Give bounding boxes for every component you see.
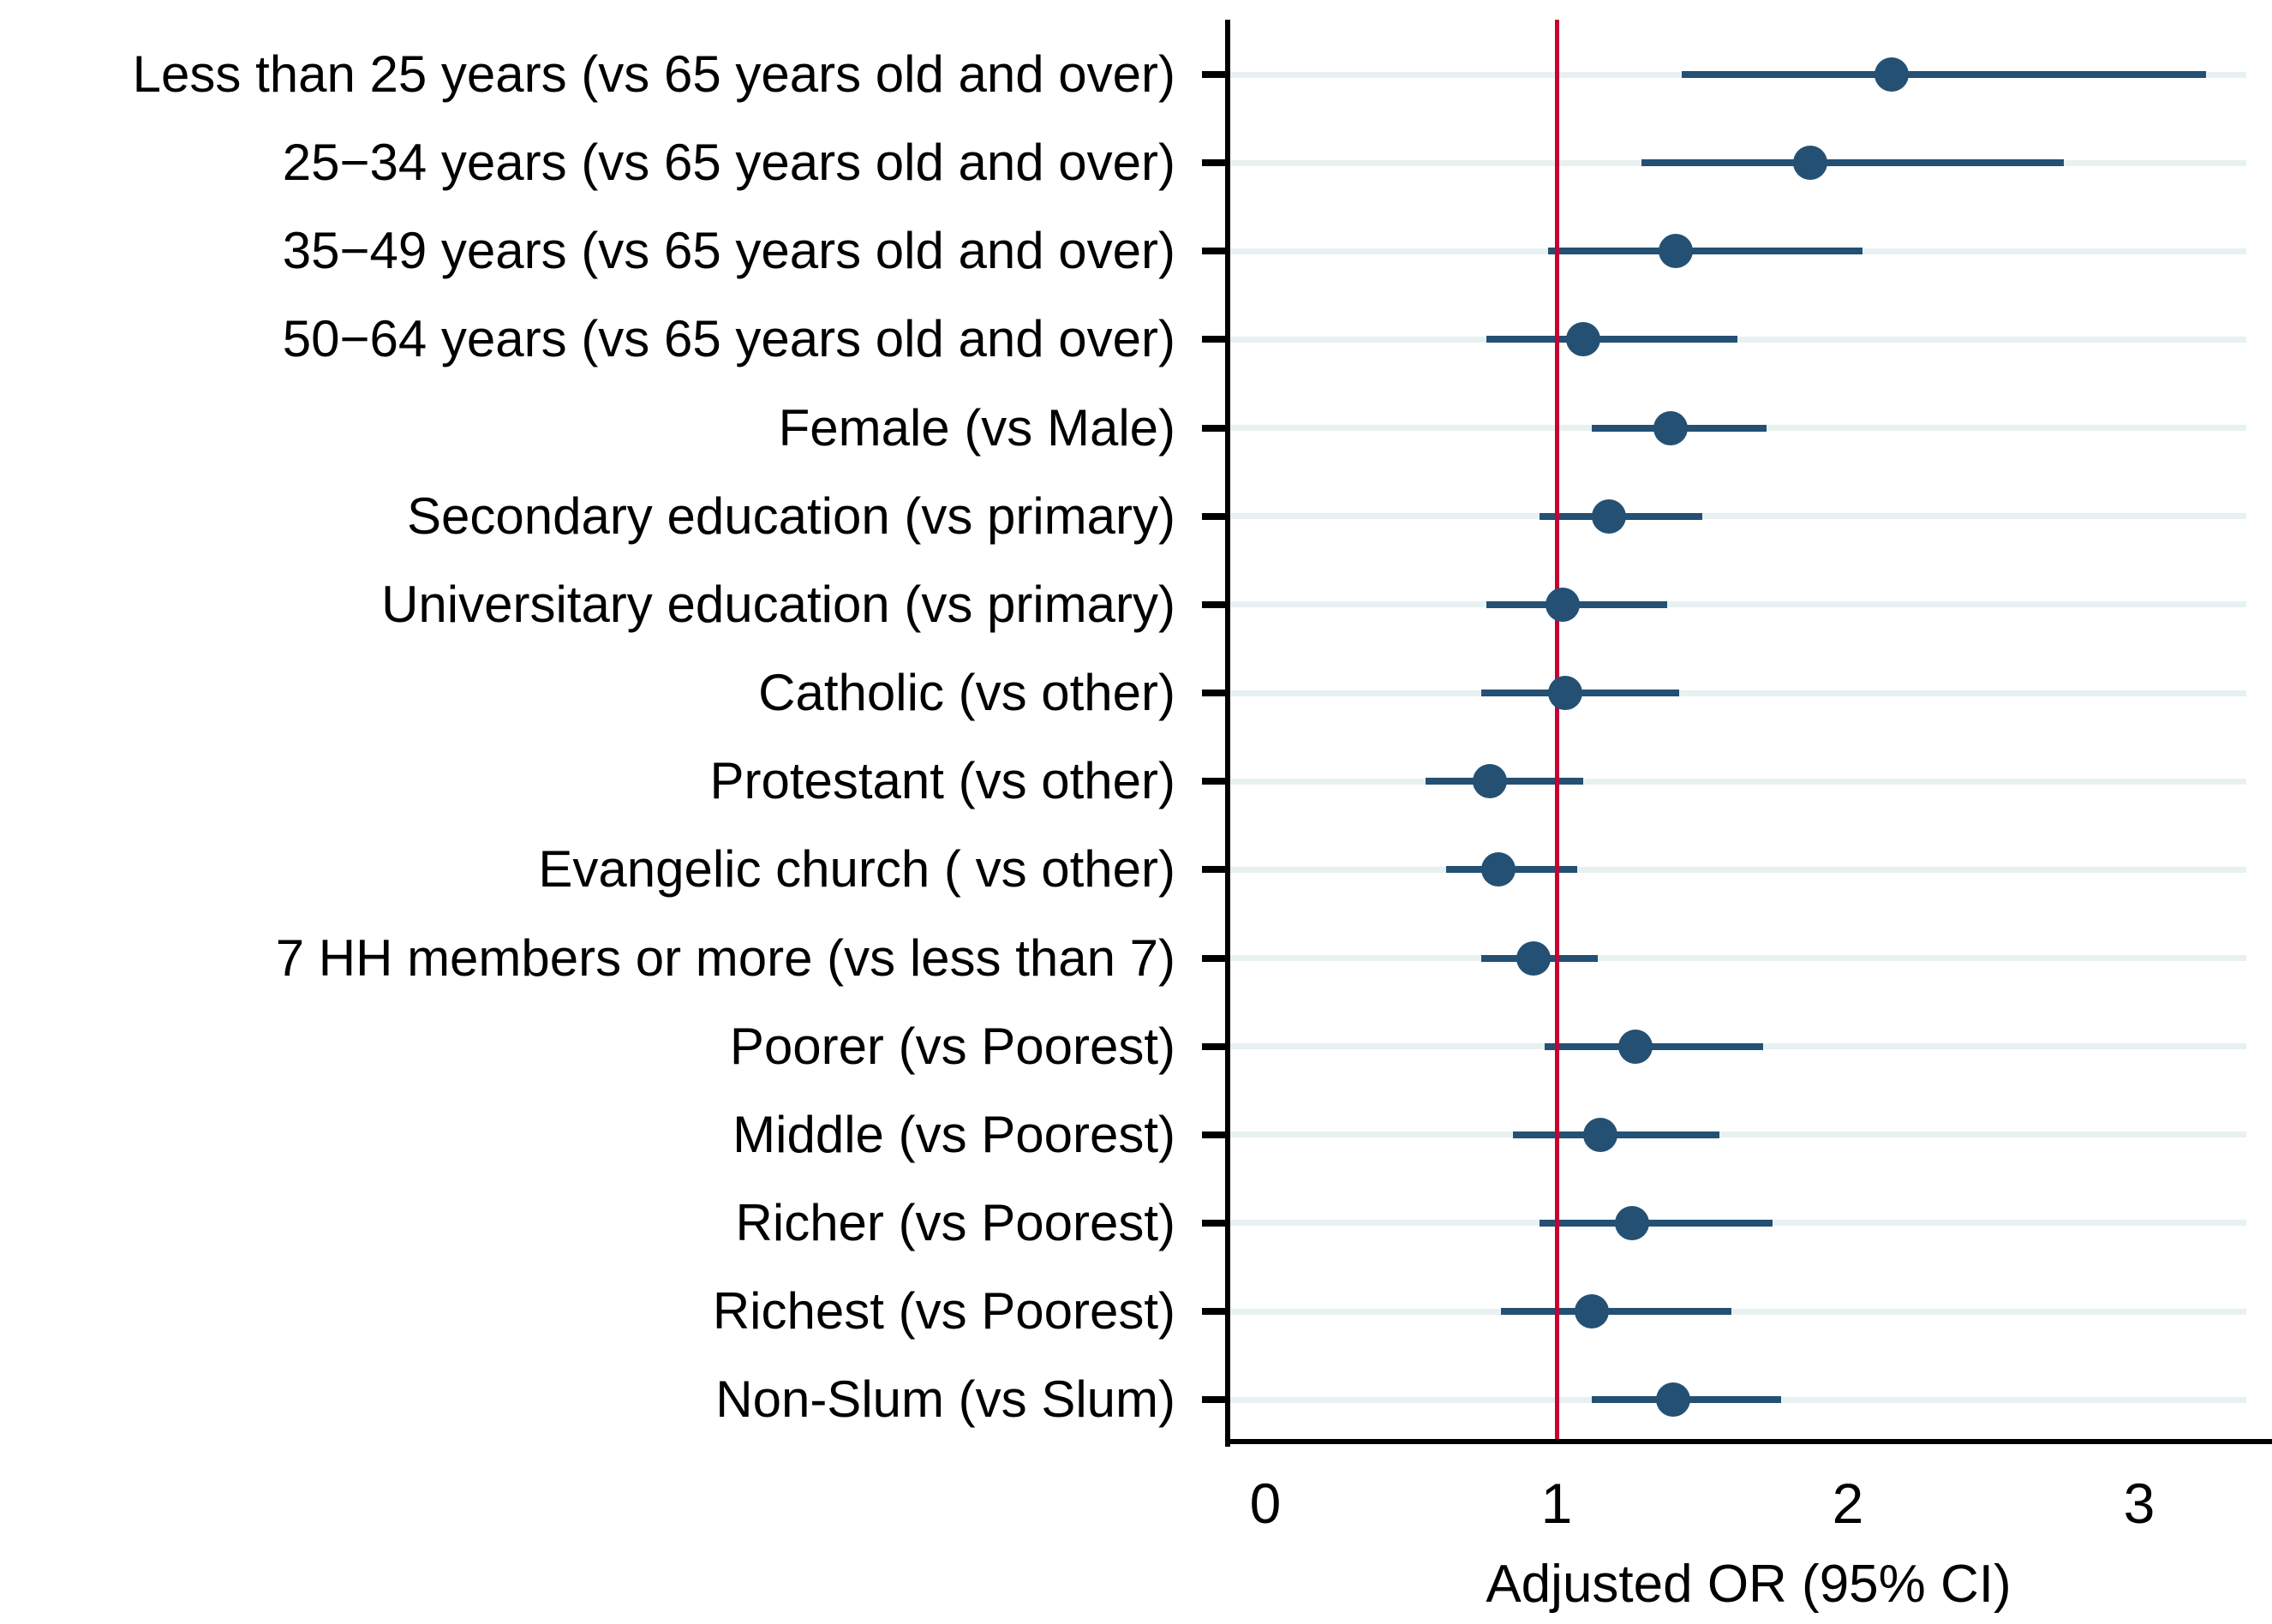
row-label: Richest (vs Poorest) <box>712 1282 1175 1340</box>
confidence-interval-line <box>1641 159 2064 167</box>
odds-ratio-marker <box>1565 322 1600 357</box>
x-tick-label: 1 <box>1540 1472 1573 1535</box>
odds-ratio-marker <box>1548 676 1583 711</box>
y-axis-tick <box>1202 336 1228 343</box>
row-reference-line <box>1228 690 2246 696</box>
row-label: Poorer (vs Poorest) <box>729 1017 1175 1075</box>
row-reference-line <box>1228 601 2246 608</box>
odds-ratio-marker <box>1481 852 1516 887</box>
y-axis-tick <box>1202 778 1228 785</box>
y-axis-tick <box>1202 1308 1228 1316</box>
y-axis-tick <box>1202 866 1228 874</box>
y-axis-tick <box>1202 1131 1228 1138</box>
y-axis-tick <box>1202 424 1228 432</box>
x-tick-label: 0 <box>1249 1472 1282 1535</box>
row-label: Catholic (vs other) <box>758 664 1175 722</box>
row-reference-line <box>1228 955 2246 961</box>
row-label: Evangelic church ( vs other) <box>538 840 1175 899</box>
row-reference-line <box>1228 1308 2246 1315</box>
row-reference-line <box>1228 513 2246 520</box>
confidence-interval-line <box>1682 71 2207 78</box>
odds-ratio-marker <box>1656 1382 1690 1418</box>
y-axis-tick <box>1202 954 1228 962</box>
y-axis-tick <box>1202 159 1228 167</box>
odds-ratio-marker <box>1659 234 1694 269</box>
confidence-interval-line <box>1539 1219 1773 1227</box>
row-label: 25−34 years (vs 65 years old and over) <box>282 134 1175 192</box>
row-label: Universitary education (vs primary) <box>381 575 1175 633</box>
odds-ratio-marker <box>1792 146 1827 181</box>
row-label: 50−64 years (vs 65 years old and over) <box>282 310 1175 368</box>
row-reference-line <box>1228 866 2246 873</box>
y-axis-tick <box>1202 248 1228 255</box>
row-label: Non-Slum (vs Slum) <box>715 1370 1175 1429</box>
odds-ratio-marker <box>1653 410 1688 445</box>
y-axis-tick <box>1202 1042 1228 1050</box>
row-label: Protestant (vs other) <box>709 752 1175 810</box>
confidence-interval-line <box>1545 1042 1764 1050</box>
row-label: Secondary education (vs primary) <box>406 487 1175 545</box>
odds-ratio-marker <box>1545 587 1580 622</box>
y-axis-tick <box>1202 1396 1228 1404</box>
row-label: 7 HH members or more (vs less than 7) <box>275 928 1175 987</box>
odds-ratio-marker <box>1874 57 1909 92</box>
y-axis-tick <box>1202 1219 1228 1227</box>
y-axis-tick <box>1202 690 1228 697</box>
y-axis-tick <box>1202 600 1228 608</box>
row-label: 35−49 years (vs 65 years old and over) <box>282 222 1175 280</box>
x-tick-label: 2 <box>1832 1472 1864 1535</box>
odds-ratio-marker <box>1592 499 1627 534</box>
confidence-interval-line <box>1486 336 1737 343</box>
odds-ratio-marker <box>1615 1205 1650 1240</box>
odds-ratio-marker <box>1583 1117 1617 1152</box>
x-axis-title: Adjusted OR (95% CI) <box>1486 1555 2012 1614</box>
row-label: Middle (vs Poorest) <box>732 1105 1175 1163</box>
reference-line-or-1 <box>1554 20 1559 1442</box>
y-axis-tick <box>1202 512 1228 520</box>
y-axis-tick <box>1202 71 1228 78</box>
x-tick-label: 3 <box>2123 1472 2155 1535</box>
odds-ratio-marker <box>1574 1294 1609 1329</box>
odds-ratio-marker <box>1472 764 1507 799</box>
row-reference-line <box>1228 1131 2246 1138</box>
y-axis-line <box>1225 20 1230 1447</box>
row-reference-line <box>1228 778 2246 785</box>
confidence-interval-line <box>1501 1308 1731 1316</box>
odds-ratio-marker <box>1617 1029 1653 1064</box>
row-label: Less than 25 years (vs 65 years old and … <box>132 45 1175 103</box>
odds-ratio-marker <box>1516 940 1551 976</box>
row-label: Female (vs Male) <box>778 398 1175 457</box>
row-label: Richer (vs Poorest) <box>735 1193 1175 1251</box>
confidence-interval-line <box>1547 248 1862 255</box>
x-axis-line <box>1225 1439 2272 1444</box>
